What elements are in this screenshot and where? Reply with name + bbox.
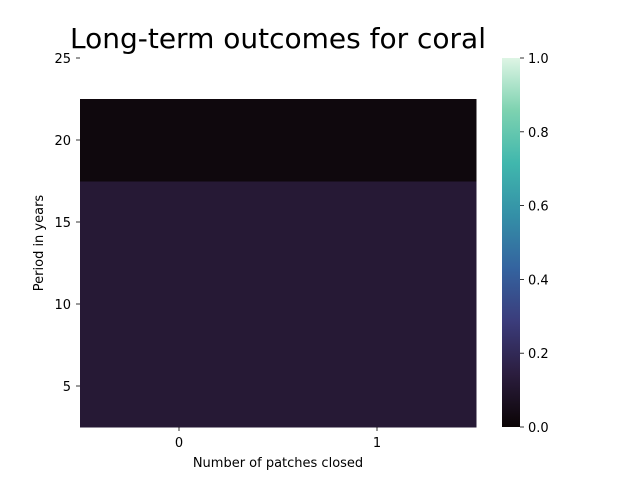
y-axis: 5 10 15 20 25 (54, 52, 80, 395)
colorbar (502, 58, 520, 427)
colorbar-tick-label: 0.4 (528, 273, 549, 288)
heatmap-cell (80, 99, 279, 182)
x-tick-label: 1 (373, 436, 381, 451)
colorbar-tick-label: 0.6 (528, 200, 549, 215)
colorbar-axis: 0.0 0.2 0.4 0.6 0.8 1.0 (520, 52, 549, 436)
x-axis-label: Number of patches closed (193, 456, 363, 471)
heatmap-cells (80, 99, 477, 428)
y-tick-label: 10 (54, 298, 71, 313)
x-tick-label: 0 (175, 436, 183, 451)
heatmap-cell (278, 181, 477, 428)
y-axis-label: Period in years (32, 195, 47, 292)
y-tick-label: 25 (54, 52, 71, 67)
y-tick-label: 15 (54, 216, 71, 231)
y-tick-label: 20 (54, 134, 71, 149)
colorbar-tick-label: 0.8 (528, 126, 549, 141)
colorbar-tick-label: 0.0 (528, 421, 549, 436)
chart-title: Long-term outcomes for coral (70, 22, 486, 55)
y-tick-label: 5 (63, 380, 71, 395)
heatmap-cell (278, 99, 477, 182)
heatmap-cell (80, 181, 279, 428)
colorbar-tick-label: 0.2 (528, 347, 549, 362)
colorbar-tick-label: 1.0 (528, 52, 549, 67)
